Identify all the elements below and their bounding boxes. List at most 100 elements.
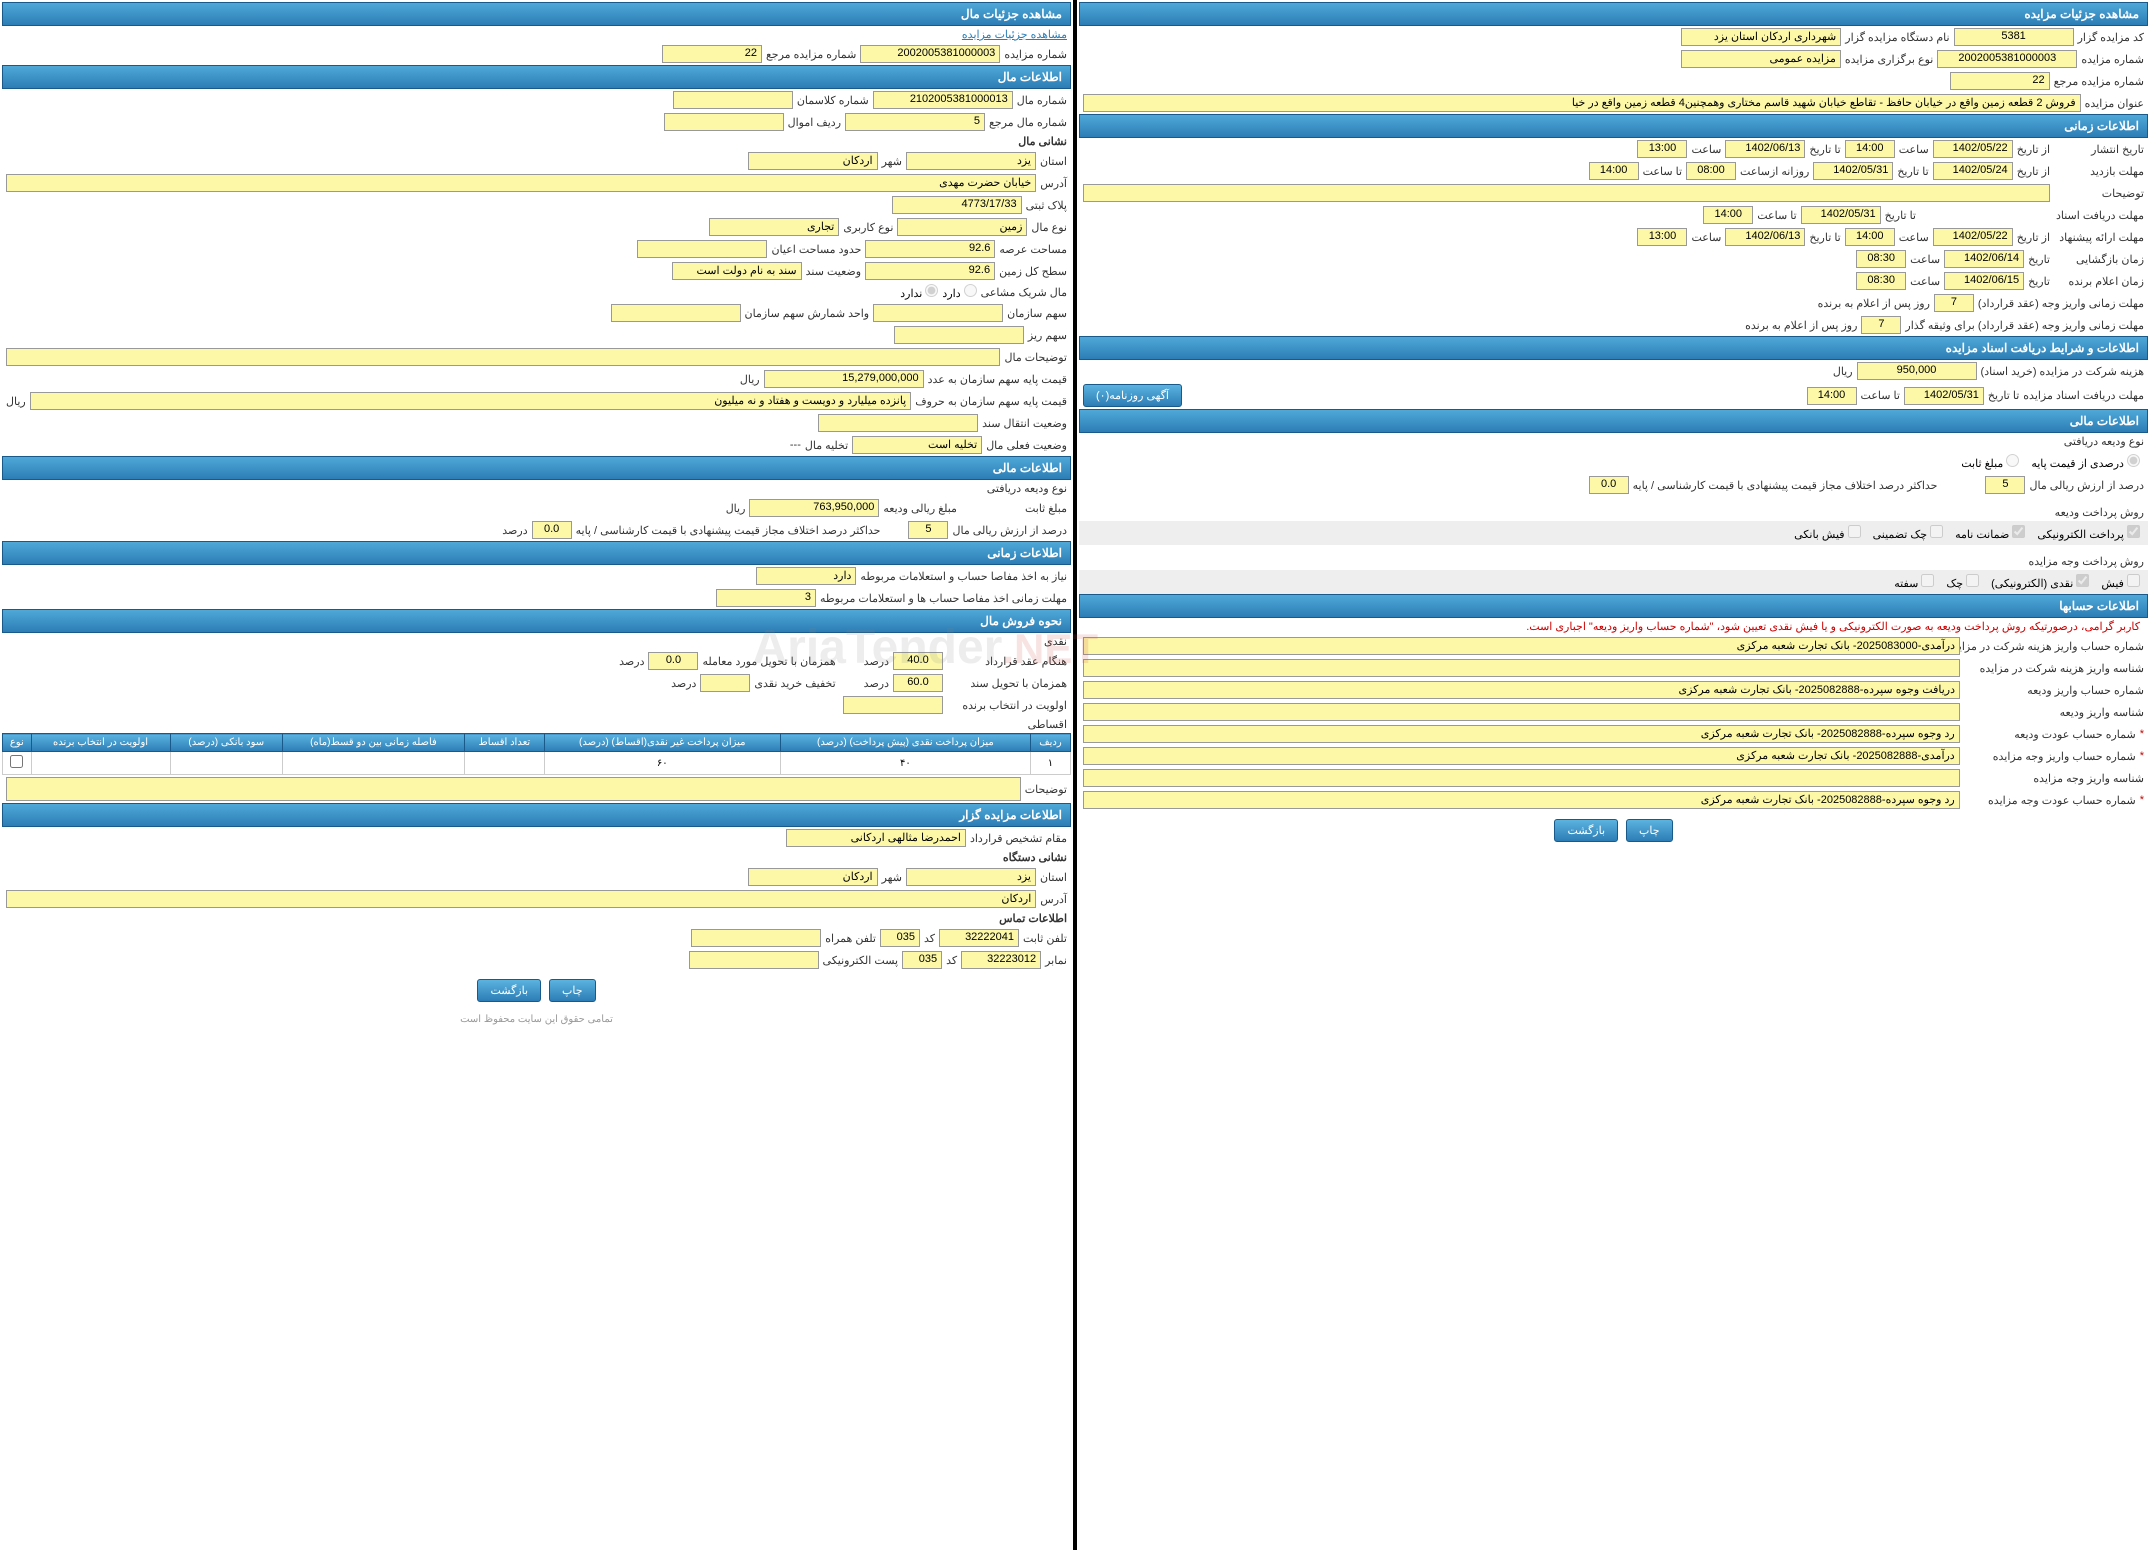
accounts-note: کاربر گرامی، درصورتیکه روش پرداخت ودیعه … <box>1079 618 2148 635</box>
visit-daily-from: 08:00 <box>1686 162 1736 180</box>
daily-from-label: روزانه ازساعت <box>1740 165 1809 178</box>
pub-to-time: 13:00 <box>1637 140 1687 158</box>
building-area-label: حدود مساحت اعیان <box>771 243 861 256</box>
footer: تمامی حقوق این سایت محفوظ است <box>2 1010 1071 1029</box>
print-button[interactable]: چاپ <box>549 979 596 1002</box>
type-checkbox[interactable] <box>10 755 23 768</box>
newspaper-button[interactable]: آگهی روزنامه(۰) <box>1083 384 1182 407</box>
city-label: شهر <box>882 871 902 884</box>
cash-elec-checkbox[interactable]: نقدی (الکترونیکی) <box>1991 574 2089 590</box>
print-button[interactable]: چاپ <box>1626 819 1673 842</box>
class-field <box>673 91 793 109</box>
unit: ریال <box>6 395 26 408</box>
promissory-checkbox[interactable]: سفته <box>1894 574 1934 590</box>
percent-label: درصد از ارزش ریالی مال <box>2029 479 2144 492</box>
plaque-field: 4773/17/33 <box>892 196 1022 214</box>
supp-check-checkbox[interactable]: چک تضمینی <box>1873 525 1944 541</box>
mobile-label: تلفن همراه <box>825 932 876 945</box>
max-diff-label: حداکثر درصد اختلاف مجاز قیمت پیشنهادی با… <box>1633 479 1938 492</box>
view-auction-link[interactable]: مشاهده جزئیات مزایده <box>962 28 1067 41</box>
table-row: ۱ ۴۰ ۶۰ <box>3 752 1071 775</box>
time-label: ساعت <box>1910 253 1940 266</box>
td-interest <box>170 752 283 775</box>
email-field <box>689 951 819 969</box>
address-title: نشانی مال <box>1018 135 1067 148</box>
visit-to-time: 14:00 <box>1589 162 1639 180</box>
winner-label: زمان اعلام برنده <box>2054 275 2144 288</box>
need-label: نیاز به اخذ مفاصا حساب و استعلامات مربوط… <box>860 570 1067 583</box>
deadline-label: مهلت زمانی اخذ مفاصا حساب ها و استعلامات… <box>820 592 1067 605</box>
org-share-label: سهم سازمان <box>1007 307 1067 320</box>
acc7-label: شناسه واریز وجه مزایده <box>1964 772 2144 785</box>
section-auction-details: مشاهده جزئیات مزایده <box>1079 2 2148 26</box>
use-label: نوع کاربری <box>843 221 893 234</box>
fixed-label: مبلغ ثابت <box>1025 502 1067 515</box>
to-label: تا تاریخ <box>1809 143 1840 156</box>
acc3-label: شماره حساب واریز ودیعه <box>1964 684 2144 697</box>
base-price-words-label: قیمت پایه سهم سازمان به حروف <box>915 395 1067 408</box>
title-label: عنوان مزایده <box>2085 97 2144 110</box>
max-diff-field: 0.0 <box>1589 476 1629 494</box>
acc8-label: شماره حساب عودت وجه مزایده <box>1964 794 2136 807</box>
guarantee-suffix: روز پس از اعلام به برنده <box>1745 319 1857 332</box>
receipt-checkbox[interactable]: فیش <box>2101 574 2140 590</box>
to-label: تا تاریخ <box>1897 165 1928 178</box>
land-area-field: 92.6 <box>865 262 995 280</box>
has-radio[interactable]: دارد <box>942 284 976 300</box>
bank-receipt-checkbox[interactable]: فیش بانکی <box>1794 525 1860 541</box>
province-label: استان <box>1040 155 1067 168</box>
pub-from-date: 1402/05/22 <box>1933 140 2013 158</box>
asset-row-label: ردیف اموال <box>788 116 841 129</box>
deadline-field: 3 <box>716 589 816 607</box>
to-time-label: تا ساعت <box>1757 209 1796 222</box>
to-time-label: تا ساعت <box>1643 165 1682 178</box>
id-field: 2102005381000013 <box>873 91 1013 109</box>
address-label: آدرس <box>1040 893 1067 906</box>
not-has-radio[interactable]: ندارد <box>900 284 938 300</box>
current-status-field: تخلیه است <box>852 436 982 454</box>
section-financial: اطلاعات مالی <box>1079 409 2148 433</box>
th-row: ردیف <box>1030 734 1070 752</box>
doc-label: مهلت دریافت اسناد <box>2054 209 2144 222</box>
deposit-percent-radio[interactable]: درصدی از قیمت پایه <box>2031 454 2140 470</box>
back-button[interactable]: بازگشت <box>477 979 541 1002</box>
desc-label: توضیحات <box>1025 783 1067 796</box>
offer-to-date: 1402/06/13 <box>1725 228 1805 246</box>
installment-label: اقساطی <box>1028 718 1067 731</box>
deposit-fixed-radio[interactable]: مبلغ ثابت <box>1961 454 2019 470</box>
electronic-checkbox[interactable]: پرداخت الکترونیکی <box>2037 525 2140 541</box>
deposit-type-label: نوع ودیعه دریافتی <box>987 482 1067 495</box>
priority-field <box>843 696 943 714</box>
province-field: یزد <box>906 152 1036 170</box>
date-label: تاریخ <box>2028 253 2050 266</box>
section-time-left: اطلاعات زمانی <box>2 541 1071 565</box>
check-checkbox[interactable]: چک <box>1946 574 1979 590</box>
offer-from-date: 1402/05/22 <box>1933 228 2013 246</box>
back-button[interactable]: بازگشت <box>1554 819 1618 842</box>
land-area-label: سطح کل زمین <box>999 265 1067 278</box>
acc7-field <box>1083 769 1960 787</box>
guarantee-checkbox[interactable]: ضمانت نامه <box>1955 525 2025 541</box>
org-label: نام دستگاه مزایده گزار <box>1845 31 1949 44</box>
id-label: شماره مال <box>1017 94 1067 107</box>
guarantee-deadline: 7 <box>1861 316 1901 334</box>
doc-to-date: 1402/05/31 <box>1801 206 1881 224</box>
th-cash: میزان پرداخت نقدی (پیش پرداخت) (درصد) <box>780 734 1030 752</box>
ref-label: شماره مزایده مرجع <box>2054 75 2144 88</box>
contract-person-label: مقام تشخیص قرارداد <box>970 832 1067 845</box>
doc-date: 1402/05/31 <box>1904 387 1984 405</box>
code-field: 035 <box>880 929 920 947</box>
percent-unit: درصد <box>502 524 527 537</box>
rest-field <box>894 326 1024 344</box>
to-label: تا تاریخ <box>1809 231 1840 244</box>
unit: ریال <box>740 373 760 386</box>
section-sale-method: نحوه فروش مال <box>2 609 1071 633</box>
doc-deadline-label: مهلت دریافت اسناد مزایده <box>2023 389 2144 402</box>
type-label: نوع برگزاری مزایده <box>1845 53 1933 66</box>
from-label: از تاریخ <box>2017 143 2050 156</box>
left-column: مشاهده جزئیات مال مشاهده جزئیات مزایده ش… <box>0 0 1073 1550</box>
acc3-field: دریافت وجوه سپرده-2025082888- بانک تجارت… <box>1083 681 1960 699</box>
mobile-field <box>691 929 821 947</box>
visit-from-date: 1402/05/24 <box>1933 162 2013 180</box>
td-noncash: ۶۰ <box>544 752 780 775</box>
